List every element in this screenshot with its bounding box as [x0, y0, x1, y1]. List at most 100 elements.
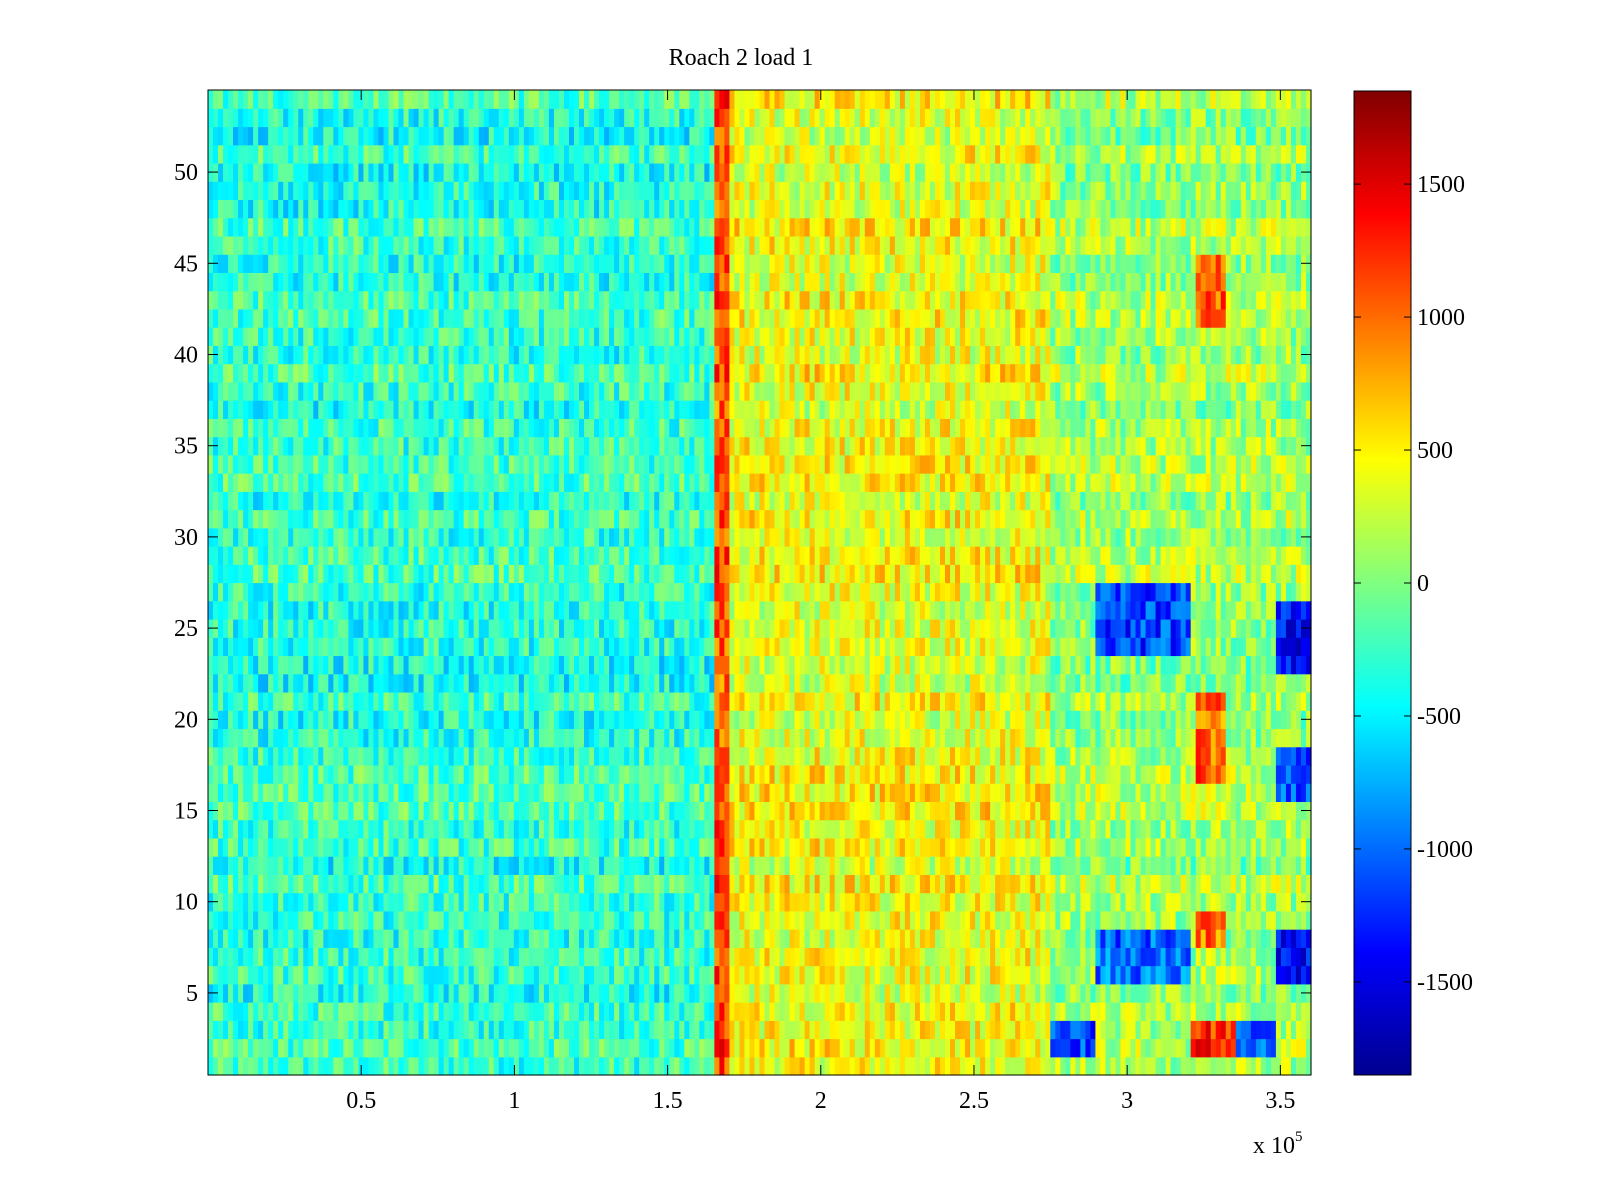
- heatmap-cell: [408, 764, 415, 784]
- heatmap-cell: [819, 856, 826, 875]
- heatmap-cell: [704, 856, 710, 875]
- heatmap-cell: [804, 655, 811, 675]
- heatmap-cell: [709, 764, 715, 784]
- heatmap-cell: [1205, 746, 1212, 766]
- heatmap-cell: [1030, 965, 1036, 985]
- heatmap-cell: [909, 965, 916, 985]
- heatmap-cell: [493, 655, 500, 675]
- heatmap-cell: [253, 691, 259, 711]
- heatmap-cell: [654, 819, 660, 839]
- heatmap-cell: [754, 746, 761, 766]
- heatmap-cell: [433, 728, 440, 748]
- heatmap-cell: [1195, 947, 1202, 967]
- heatmap-cell: [1115, 874, 1122, 894]
- heatmap-cell: [348, 947, 354, 967]
- heatmap-cell: [1110, 892, 1117, 912]
- heatmap-cell: [799, 710, 806, 730]
- heatmap-cell: [1160, 910, 1167, 930]
- heatmap-cell: [443, 819, 450, 839]
- heatmap-cell: [799, 1038, 806, 1058]
- heatmap-cell: [714, 874, 720, 894]
- heatmap-cell: [1245, 856, 1252, 875]
- heatmap-cell: [980, 837, 986, 857]
- heatmap-cell: [538, 673, 545, 693]
- heatmap-cell: [238, 746, 244, 766]
- heatmap-cell: [1090, 801, 1097, 821]
- heatmap-cell: [889, 673, 896, 693]
- heatmap-cell: [1015, 691, 1021, 711]
- heatmap-cell: [428, 856, 435, 875]
- heatmap-cell: [1275, 746, 1282, 766]
- heatmap-cell: [739, 874, 746, 894]
- heatmap-cell: [1000, 929, 1006, 948]
- heatmap-cell: [253, 965, 259, 985]
- heatmap-cell: [1060, 710, 1066, 730]
- heatmap-cell: [323, 910, 329, 930]
- heatmap-cell: [1240, 983, 1247, 1003]
- heatmap-cell: [313, 746, 319, 766]
- heatmap-cell: [333, 892, 339, 912]
- heatmap-cell: [1130, 856, 1137, 875]
- heatmap-cell: [814, 983, 821, 1003]
- heatmap-cell: [594, 764, 600, 784]
- heatmap-cell: [308, 728, 314, 748]
- heatmap-cell: [1260, 874, 1267, 894]
- heatmap-cell: [433, 947, 440, 967]
- heatmap-cell: [1150, 764, 1157, 784]
- heatmap-cell: [1055, 947, 1061, 967]
- heatmap-cell: [1255, 892, 1262, 912]
- heatmap-cell: [418, 837, 425, 857]
- heatmap-cell: [318, 710, 324, 730]
- heatmap-cell: [639, 874, 645, 894]
- heatmap-cell: [909, 801, 916, 821]
- heatmap-cell: [1225, 801, 1232, 821]
- heatmap-cell: [975, 874, 981, 894]
- heatmap-cell: [408, 801, 415, 821]
- heatmap-cell: [383, 801, 390, 821]
- heatmap-cell: [1150, 965, 1157, 985]
- heatmap-cell: [599, 892, 605, 912]
- heatmap-cell: [1130, 1056, 1137, 1076]
- heatmap-cell: [1000, 801, 1006, 821]
- heatmap-cell: [223, 673, 229, 693]
- heatmap-cell: [714, 1002, 720, 1021]
- heatmap-cell: [1080, 837, 1086, 857]
- heatmap-cell: [253, 1002, 259, 1021]
- heatmap-cell: [1190, 910, 1197, 930]
- heatmap-cell: [769, 874, 776, 894]
- heatmap-cell: [869, 746, 876, 766]
- heatmap-cell: [238, 892, 244, 912]
- heatmap-cell: [1170, 1038, 1177, 1058]
- heatmap-cell: [553, 801, 560, 821]
- heatmap-cell: [789, 728, 796, 748]
- heatmap-cell: [428, 892, 435, 912]
- heatmap-cell: [1170, 1020, 1177, 1040]
- heatmap-cell: [659, 983, 665, 1003]
- heatmap-cell: [538, 1056, 545, 1076]
- heatmap-cell: [283, 1020, 289, 1040]
- heatmap-cell: [1170, 910, 1177, 930]
- heatmap-cell: [945, 819, 951, 839]
- heatmap-cell: [423, 710, 430, 730]
- heatmap-cell: [884, 673, 891, 693]
- heatmap-cell: [1120, 1056, 1127, 1076]
- heatmap-cell: [1045, 819, 1051, 839]
- heatmap-cell: [1095, 965, 1102, 985]
- heatmap-cell: [1110, 1056, 1117, 1076]
- heatmap-cell: [568, 673, 575, 693]
- heatmap-cell: [764, 965, 771, 985]
- heatmap-cell: [448, 983, 455, 1003]
- heatmap-cell: [809, 1038, 816, 1058]
- heatmap-cell: [1160, 691, 1167, 711]
- heatmap-cell: [1220, 874, 1227, 894]
- heatmap-cell: [378, 910, 385, 930]
- heatmap-cell: [418, 819, 425, 839]
- heatmap-cell: [333, 1020, 339, 1040]
- heatmap-cell: [975, 673, 981, 693]
- heatmap-cell: [884, 1020, 891, 1040]
- heatmap-cell: [533, 764, 540, 784]
- heatmap-cell: [674, 746, 680, 766]
- heatmap-cell: [594, 965, 600, 985]
- heatmap-cell: [1160, 856, 1167, 875]
- heatmap-cell: [824, 655, 831, 675]
